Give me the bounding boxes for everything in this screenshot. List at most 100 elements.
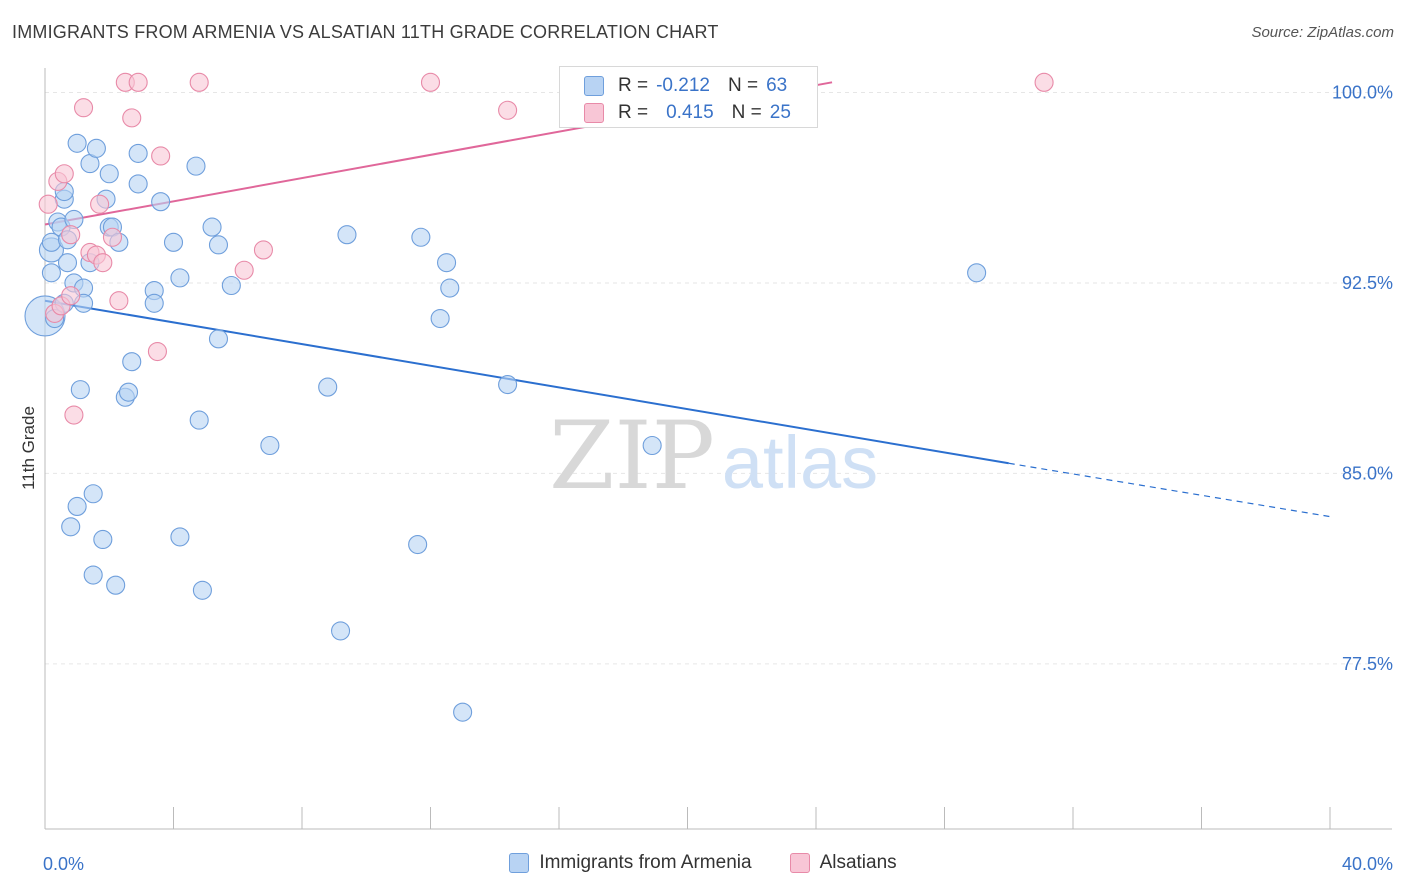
legend-swatch-blue: [509, 853, 530, 873]
data-point-armenia: [144, 293, 164, 313]
data-point-alsatians: [498, 100, 518, 120]
data-point-armenia: [67, 133, 87, 153]
legend-label-armenia: Immigrants from Armenia: [539, 852, 752, 873]
legend-n-label: N =: [727, 75, 759, 96]
source-label: Source: ZipAtlas.com: [1251, 24, 1394, 41]
data-point-armenia: [186, 156, 206, 176]
data-point-armenia: [642, 435, 662, 456]
data-point-alsatians: [109, 291, 129, 311]
data-point-armenia: [318, 377, 338, 397]
data-point-armenia: [453, 702, 473, 722]
legend-row-alsatians: R = 0.415 N = 25: [584, 101, 791, 125]
y-tick-label: 100.0%: [1332, 82, 1393, 102]
legend-n-label: N =: [731, 102, 762, 123]
data-point-alsatians: [189, 72, 209, 92]
data-point-armenia: [57, 253, 78, 273]
data-point-alsatians: [64, 405, 84, 425]
legend-swatch-blue: [584, 76, 604, 96]
data-point-armenia: [337, 225, 357, 245]
legend-item-alsatians[interactable]: Alsatians: [789, 852, 897, 874]
legend-swatch-pink: [789, 853, 810, 873]
data-point-armenia: [498, 374, 518, 395]
points-layer: [24, 72, 1054, 722]
data-point-armenia: [151, 192, 171, 212]
legend-n-value: 25: [769, 102, 791, 123]
data-point-alsatians: [38, 194, 58, 214]
data-point-alsatians: [61, 225, 81, 245]
legend-swatch-pink: [584, 103, 604, 123]
data-point-armenia: [221, 275, 241, 296]
correlation-legend: R = -0.212 N = 63 R = 0.415 N = 25: [559, 66, 818, 128]
data-point-alsatians: [253, 240, 274, 260]
data-point-alsatians: [128, 72, 148, 92]
data-point-armenia: [170, 527, 190, 547]
data-point-armenia: [437, 253, 457, 273]
data-point-armenia: [106, 575, 126, 595]
data-point-armenia: [86, 138, 106, 158]
y-tick-label: 92.5%: [1342, 273, 1393, 293]
data-point-armenia: [411, 227, 431, 247]
legend-n-value: 63: [766, 75, 788, 96]
y-axis-title: 11th Grade: [19, 406, 38, 490]
data-point-alsatians: [122, 108, 142, 128]
data-point-armenia: [208, 329, 229, 349]
chart-title: IMMIGRANTS FROM ARMENIA VS ALSATIAN 11TH…: [12, 22, 719, 42]
legend-r-label: R =: [618, 75, 649, 96]
legend-r-label: R =: [618, 102, 649, 123]
trend-line-armenia: [44, 299, 1009, 465]
legend-r-value: -0.212: [656, 75, 710, 96]
data-point-armenia: [61, 517, 81, 537]
y-tick-label: 85.0%: [1342, 463, 1393, 483]
legend-item-armenia[interactable]: Immigrants from Armenia: [509, 852, 752, 874]
legend-r-value: 0.415: [666, 102, 714, 123]
data-point-alsatians: [102, 227, 123, 247]
data-point-armenia: [408, 534, 428, 555]
data-point-armenia: [430, 308, 450, 329]
legend-label-alsatians: Alsatians: [819, 852, 897, 873]
data-point-armenia: [440, 278, 460, 298]
data-point-armenia: [128, 143, 148, 163]
data-point-alsatians: [420, 72, 441, 92]
watermark-atlas: atlas: [722, 421, 878, 504]
data-point-armenia: [41, 263, 61, 283]
data-point-alsatians: [93, 253, 113, 273]
grid-layer: [45, 91, 1392, 665]
series-legend: Immigrants from Armenia Alsatians: [0, 852, 1406, 874]
data-point-armenia: [70, 380, 90, 400]
data-point-armenia: [67, 496, 87, 517]
watermark: ZIP atlas: [549, 402, 878, 511]
data-point-alsatians: [90, 194, 110, 214]
data-point-armenia: [260, 435, 280, 456]
data-point-armenia: [202, 217, 222, 237]
y-tick-label: 77.5%: [1342, 654, 1393, 674]
data-point-armenia: [122, 352, 142, 372]
data-point-armenia: [83, 484, 103, 504]
data-point-alsatians: [234, 260, 254, 280]
data-point-alsatians: [74, 98, 94, 118]
data-point-armenia: [192, 580, 212, 600]
data-point-armenia: [967, 263, 987, 283]
legend-row-armenia: R = -0.212 N = 63: [584, 74, 787, 98]
data-point-armenia: [163, 232, 184, 252]
data-point-armenia: [83, 565, 103, 585]
data-point-alsatians: [147, 341, 167, 362]
data-point-armenia: [330, 621, 351, 641]
axis-layer: [44, 68, 1392, 830]
data-point-armenia: [93, 529, 113, 550]
label-layer: 100.0% 92.5% 85.0% 77.5% 0.0% 40.0% 11th Grade: [19, 82, 1393, 874]
data-point-armenia: [189, 410, 209, 430]
data-point-alsatians: [54, 164, 74, 184]
x-tick-label: 0.0%: [43, 854, 84, 874]
x-tick-label: 40.0%: [1342, 854, 1393, 874]
data-point-armenia: [208, 235, 229, 255]
data-point-armenia: [170, 268, 190, 288]
data-point-alsatians: [151, 146, 171, 166]
data-point-armenia: [99, 164, 119, 184]
data-point-alsatians: [1034, 72, 1054, 92]
data-point-alsatians: [61, 286, 81, 306]
data-point-armenia: [118, 382, 139, 402]
trend-line-armenia-extension: [1008, 462, 1331, 518]
watermark-zip: ZIP: [549, 402, 715, 511]
data-point-armenia: [128, 174, 148, 194]
